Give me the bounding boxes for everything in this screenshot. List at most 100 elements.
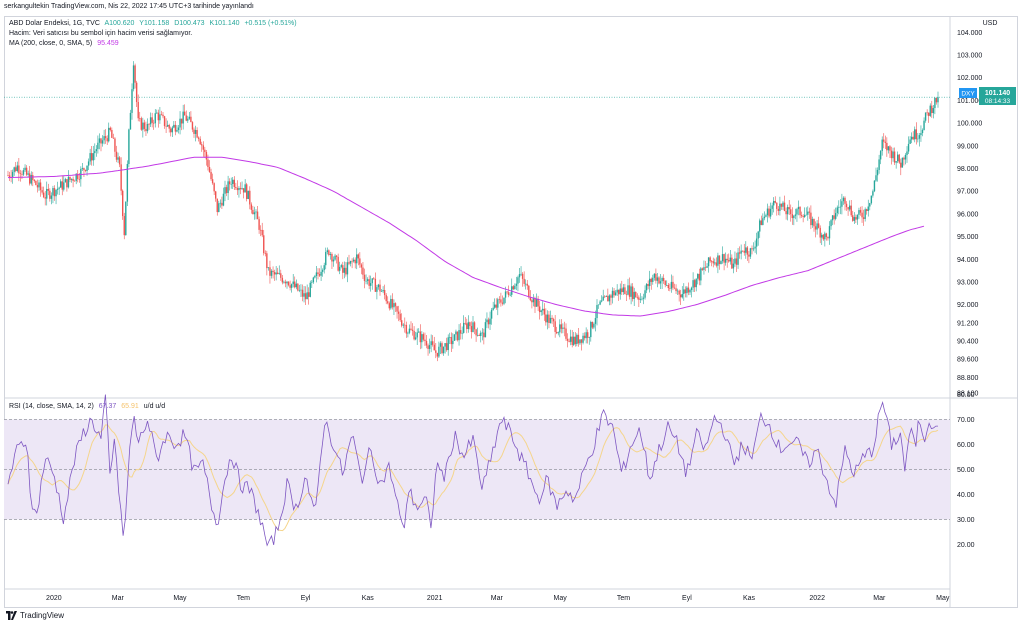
ma200-line — [7, 156, 925, 317]
candle-body — [827, 237, 829, 239]
candle-body — [892, 151, 894, 159]
candle-body — [331, 254, 333, 262]
candle-body — [365, 280, 367, 282]
candle-body — [765, 215, 767, 217]
ma-legend[interactable]: MA (200, close, 0, SMA, 5) 95.459 — [9, 40, 122, 47]
candle-body — [540, 310, 542, 313]
candle-body — [104, 136, 107, 139]
candle-body — [277, 272, 279, 274]
candle-body — [433, 344, 435, 351]
candle-body — [100, 138, 102, 144]
candle-body — [596, 305, 598, 319]
candle-body — [238, 188, 240, 191]
candle-body — [328, 250, 330, 255]
candle-body — [872, 191, 874, 196]
candle-body — [408, 328, 411, 333]
candle-body — [264, 253, 266, 254]
candle-body — [534, 298, 536, 307]
candle-body — [551, 317, 553, 320]
candle-body — [501, 302, 504, 304]
candle-body — [246, 184, 248, 199]
symbol-name: ABD Dolar Endeksi, 1G, TVC — [9, 20, 100, 27]
candle-body — [856, 214, 859, 220]
candle-body — [780, 203, 783, 207]
candle-body — [210, 172, 212, 180]
candle-body — [168, 124, 170, 129]
candle-body — [414, 337, 417, 340]
volume-legend[interactable]: Hacim: Veri satıcısı bu sembol için haci… — [9, 30, 195, 37]
rsi-legend[interactable]: RSI (14, close, SMA, 14, 2) 67.37 65.91 … — [9, 403, 168, 410]
ma-label: MA (200, close, 0, SMA, 5) — [9, 40, 93, 47]
candle-body — [545, 314, 547, 323]
candle-body — [91, 153, 93, 161]
candle-body — [154, 113, 156, 124]
candle-body — [788, 207, 790, 210]
candle-body — [16, 165, 18, 172]
candle-body — [314, 275, 316, 278]
candle-body — [658, 277, 660, 284]
candle-body — [825, 233, 828, 238]
candle-body — [887, 146, 890, 151]
footer-brand-text: TradingView — [20, 611, 65, 620]
candle-body — [371, 278, 373, 284]
time-tick-label: Tem — [617, 595, 630, 602]
candle-body — [145, 128, 147, 132]
candle-body — [828, 226, 831, 239]
candle-body — [718, 255, 721, 264]
candle-body — [903, 157, 905, 160]
candle-body — [841, 201, 843, 207]
candle-body — [38, 182, 40, 188]
candle-body — [611, 290, 614, 298]
candle-body — [690, 287, 693, 291]
candle-body — [669, 288, 671, 289]
candle-body — [906, 151, 908, 155]
candle-body — [884, 141, 886, 143]
volume-note: Hacim: Veri satıcısı bu sembol için haci… — [9, 30, 193, 37]
candle-body — [476, 335, 479, 336]
candle-body — [140, 118, 142, 130]
candle-body — [807, 211, 809, 215]
candle-body — [354, 259, 356, 264]
symbol-legend[interactable]: ABD Dolar Endeksi, 1G, TVC A100.620 Y101… — [9, 20, 300, 27]
candle-body — [455, 331, 457, 335]
candle-body — [514, 285, 516, 290]
candle-body — [284, 281, 287, 284]
candle-body — [30, 175, 32, 184]
candle-body — [190, 116, 192, 123]
candle-body — [244, 184, 246, 193]
candle-body — [802, 216, 804, 218]
candle-body — [383, 290, 386, 296]
candle-body — [163, 116, 166, 127]
candle-body — [870, 195, 873, 204]
candle-body — [746, 247, 749, 255]
price-tick-label: 91.200 — [957, 320, 979, 327]
candle-body — [360, 264, 363, 268]
candle-body — [270, 270, 273, 276]
candle-body — [151, 117, 153, 123]
candle-body — [577, 334, 580, 344]
candle-body — [252, 209, 254, 215]
candle-body — [64, 179, 67, 183]
candle-body — [566, 338, 569, 341]
candle-body — [483, 332, 485, 338]
footer-brand[interactable]: TradingView — [6, 611, 64, 620]
price-tick-label: 89.600 — [957, 357, 979, 364]
candle-body — [562, 327, 564, 329]
chart-frame — [4, 16, 1018, 608]
candle-body — [538, 306, 541, 313]
candle-body — [442, 346, 445, 354]
candle-body — [131, 89, 133, 113]
candle-body — [320, 271, 322, 276]
candle-body — [215, 191, 217, 199]
candle-body — [84, 170, 87, 171]
candle-body — [866, 209, 868, 211]
candle-body — [356, 254, 358, 264]
candle-body — [33, 180, 36, 181]
candle-body — [838, 207, 840, 208]
candle-body — [853, 217, 855, 221]
candle-body — [405, 324, 408, 334]
candle-body — [58, 187, 60, 189]
candle-body — [607, 295, 609, 302]
candle-body — [8, 175, 11, 177]
